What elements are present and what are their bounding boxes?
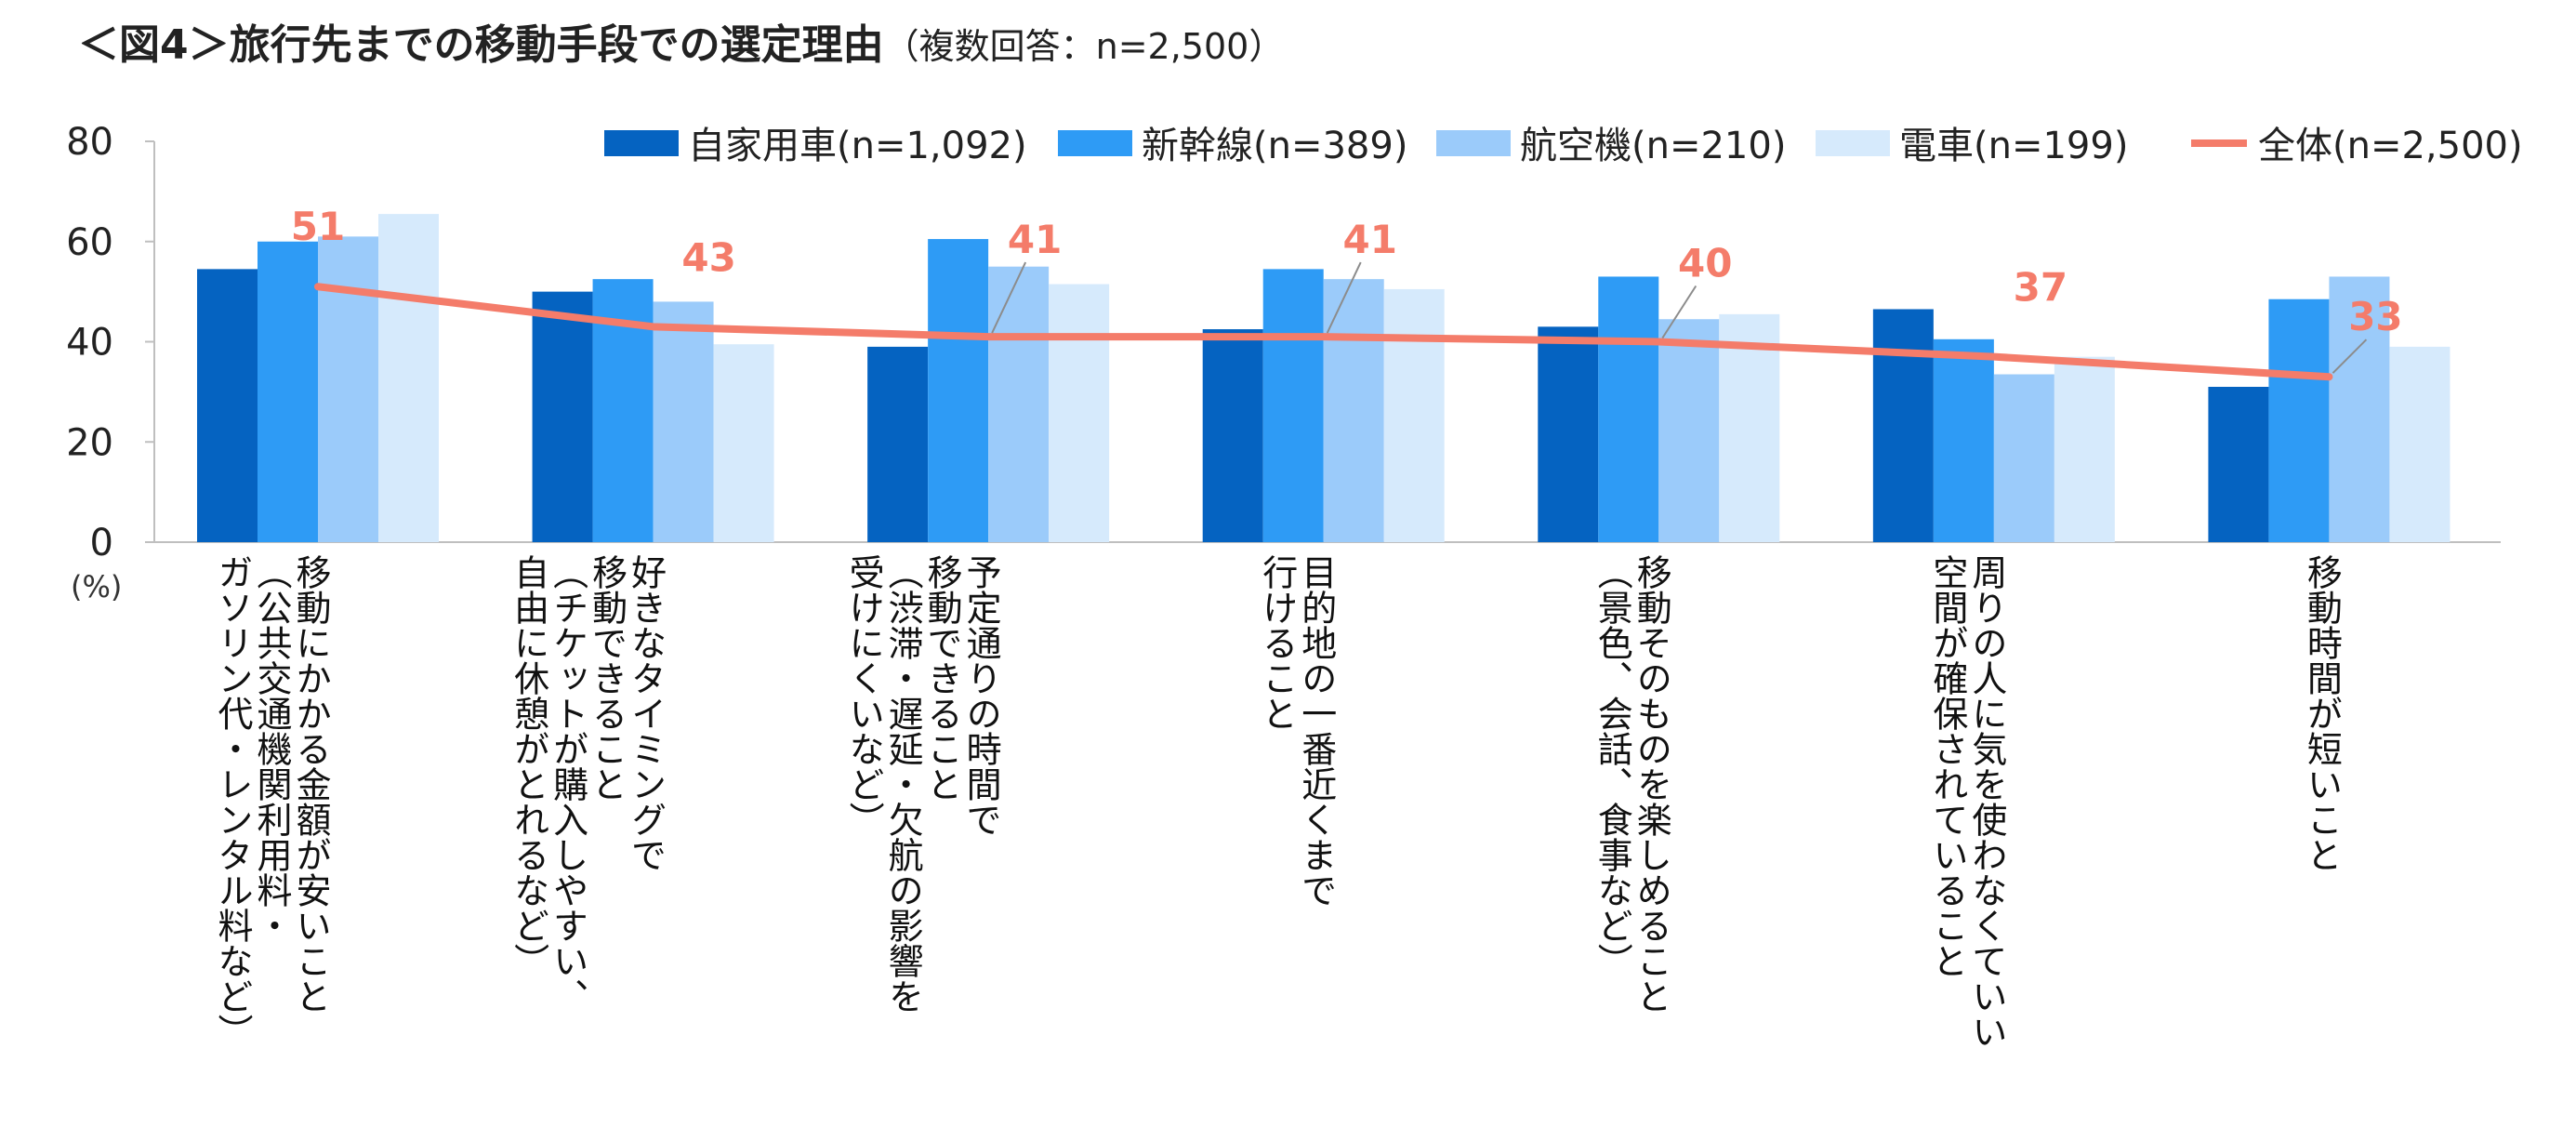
bar-2-1 (258, 241, 318, 542)
legend-label-3: 航空機(n=210) (1520, 125, 1786, 167)
chart-title: ＜図4＞旅行先までの移動手段での選定理由（複数回答：n=2,500） (78, 11, 1284, 71)
y-tick-label: 0 (90, 522, 113, 564)
category-label-4-line-2: 行けること (1257, 554, 1298, 731)
bar-3-5 (1658, 319, 1720, 542)
bar-2-3 (928, 239, 989, 542)
bar-4-1 (378, 214, 439, 542)
legend-label-1: 自家用車(n=1,092) (688, 125, 1027, 167)
bar-2-5 (1598, 276, 1659, 542)
bar-3-3 (988, 266, 1050, 542)
bar-4-6 (2054, 356, 2115, 542)
category-label-1-line-1: 移動にかかる金額が安いこと (290, 554, 331, 1014)
bar-1-2 (532, 291, 593, 542)
category-label-4-line-1: 目的地の一番近くまで (1296, 554, 1337, 908)
bar-4-4 (1383, 288, 1445, 542)
chart-title-main: ＜図4＞旅行先までの移動手段での選定理由 (78, 21, 884, 69)
overall-line (314, 283, 2333, 381)
bar-1-7 (2208, 386, 2269, 542)
y-unit-label: (%) (71, 569, 122, 604)
line-data-label-4: 41 (1342, 217, 1396, 262)
category-label-6-line-2: 空間が確保されていること (1927, 554, 1968, 978)
bar-4-7 (2389, 346, 2451, 542)
legend-swatch-4 (1816, 130, 1890, 156)
category-label-6-line-1: 周りの人に気を使わなくていい (1966, 554, 2007, 1049)
bar-1-6 (1872, 309, 1934, 542)
bar-3-7 (2329, 276, 2390, 542)
bar-1-3 (867, 346, 929, 542)
bar-3-4 (1323, 279, 1384, 542)
bar-4-5 (1719, 313, 1780, 542)
y-tick-label: 20 (66, 421, 113, 464)
category-label-2-line-3: （チケットが購入しやすい、 (548, 554, 588, 1014)
leader-line-3 (991, 261, 1027, 334)
legend-label-4: 電車(n=199) (1899, 125, 2128, 167)
legend-swatch-2 (1058, 130, 1132, 156)
bar-1-4 (1202, 329, 1263, 542)
leader-line-7 (2332, 338, 2368, 374)
leader-line-4 (1326, 261, 1362, 334)
line-data-label-7: 33 (2348, 294, 2402, 339)
category-label-7: 移動時間が短いこと (2301, 554, 2342, 872)
category-label-1: 移動にかかる金額が安いこと（公共交通機関利用料・ガソリン代・レンタル料など） (212, 554, 331, 1049)
leader-line-5 (1661, 285, 1698, 339)
bar-1-5 (1538, 326, 1599, 542)
line-data-label-3: 41 (1008, 217, 1062, 262)
category-label-5: 移動そのものを楽しめること（景色、会話、食事など） (1592, 554, 1671, 1014)
line-data-label-1: 51 (291, 204, 345, 249)
chart-title-sub: （複数回答：n=2,500） (883, 26, 1285, 67)
category-label-3-line-2: 移動できること (921, 554, 962, 802)
category-label-2: 好きなタイミングで移動できること（チケットが購入しやすい、自由に休憩がとれるなど… (509, 554, 667, 1014)
category-label-5-line-2: （景色、会話、食事など） (1592, 554, 1632, 978)
category-label-3-line-1: 予定通りの時間で (960, 554, 1001, 837)
category-label-2-line-1: 好きなタイミングで (626, 554, 667, 872)
bar-3-6 (1993, 374, 2054, 542)
category-label-3-line-4: 受けにくいなど） (843, 554, 884, 837)
category-label-3-line-3: （渋滞・遅延・欠航の影響を (882, 554, 923, 1014)
y-tick-label: 80 (66, 121, 113, 164)
legend-swatch-3 (1436, 130, 1511, 156)
y-tick-label: 40 (66, 322, 113, 365)
y-tick-label: 60 (66, 221, 113, 264)
bar-4-2 (713, 344, 774, 542)
bar-2-4 (1262, 269, 1324, 542)
category-label-2-line-2: 移動できること (587, 554, 627, 802)
category-label-2-line-4: 自由に休憩がとれるなど） (509, 554, 549, 978)
bar-4-3 (1049, 284, 1110, 542)
line-data-label-5: 40 (1678, 241, 1732, 286)
bar-2-7 (2268, 299, 2330, 542)
category-label-7-line-1: 移動時間が短いこと (2301, 554, 2342, 872)
bar-1-1 (197, 269, 258, 542)
bar-3-2 (653, 301, 714, 542)
legend-label-2: 新幹線(n=389) (1142, 125, 1407, 167)
line-data-label-6: 37 (2014, 265, 2067, 311)
legend-label-5: 全体(n=2,500) (2258, 125, 2523, 167)
category-label-5-line-1: 移動そのものを楽しめること (1631, 554, 1671, 1014)
bar-2-6 (1933, 338, 1994, 542)
legend-swatch-1 (604, 130, 679, 156)
line-data-label-2: 43 (681, 234, 735, 280)
category-label-1-line-3: ガソリン代・レンタル料など） (212, 554, 253, 1049)
category-label-1-line-2: （公共交通機関利用料・ (251, 554, 292, 943)
bar-3-1 (318, 236, 378, 543)
